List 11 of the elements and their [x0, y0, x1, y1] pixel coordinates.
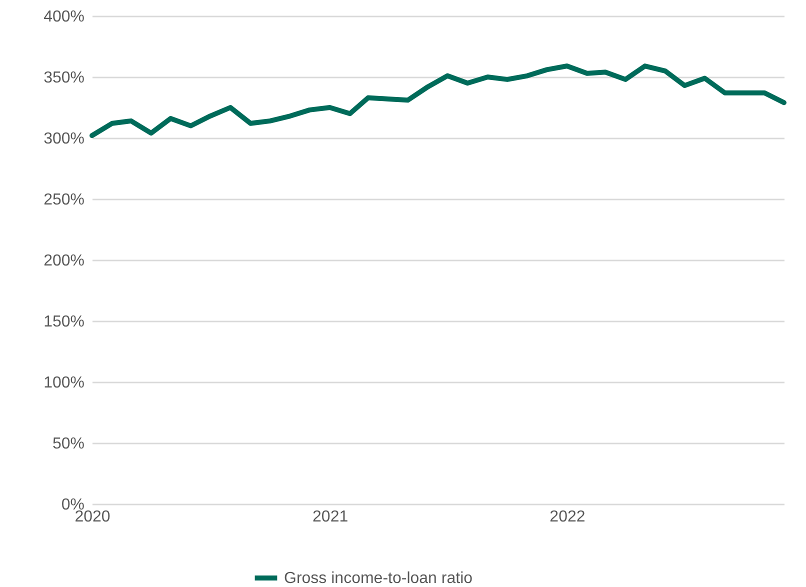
y-tick-label: 200%	[44, 252, 84, 270]
legend-label: Gross income-to-loan ratio	[284, 570, 473, 587]
y-tick-label: 50%	[52, 436, 84, 452]
y-tick-label: 150%	[44, 314, 84, 330]
x-tick-label: 2022	[550, 508, 586, 526]
y-tick-label: 400%	[44, 8, 84, 26]
x-tick-label: 2021	[312, 508, 348, 526]
y-tick-label: 250%	[44, 192, 84, 208]
y-tick-label: 100%	[44, 374, 84, 392]
y-tick-label: 350%	[44, 70, 84, 86]
y-tick-label: 300%	[44, 130, 84, 148]
